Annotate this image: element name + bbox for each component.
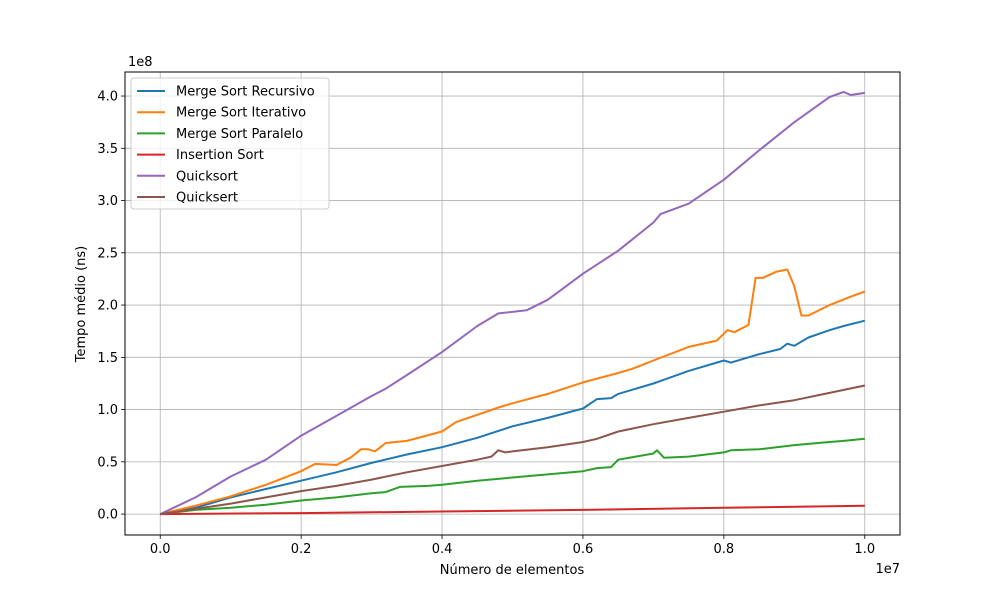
y-offset-label: 1e8 [128,55,153,70]
y-tick-label: 3.5 [97,142,118,157]
legend-label: Merge Sort Recursivo [176,85,315,100]
y-axis-label: Tempo médio (ns) [74,246,89,364]
ticks: 0.0 0.2 0.4 0.6 0.8 1.0 0.0 0.5 1.0 1.5 2.0 2.5 3.0 3… [97,90,875,557]
legend-box [130,77,330,210]
series-line-6 [160,384,866,516]
series-line-4 [160,504,865,516]
legend-label: Quicksort [176,169,238,184]
x-tick-label: 0.4 [432,542,453,557]
y-tick-label: 2.5 [97,246,118,261]
legend-label: Merge Sort Paralelo [176,127,303,142]
legend-label: Merge Sort Iterativo [176,106,306,121]
y-tick-label: 1.5 [97,351,118,366]
legend: Merge Sort Recursivo Merge Sort Iterativo… [130,77,330,210]
series-line-5 [159,90,865,516]
series-lines [159,90,866,516]
legend-label: Quicksert [176,191,238,206]
y-tick-label: 0.5 [97,455,118,470]
y-tick-label: 2.0 [97,299,118,314]
plot-frame [124,71,901,536]
x-tick-label: 1.0 [854,542,875,557]
x-tick-label: 0.0 [150,542,171,557]
y-tick-label: 4.0 [97,90,118,105]
x-tick-label: 0.6 [573,542,594,557]
series-line-2 [159,268,866,516]
x-offset-label: 1e7 [875,562,900,577]
grid [125,72,900,535]
x-tick-label: 0.8 [714,542,735,557]
x-tick-label: 0.2 [291,542,312,557]
y-tick-label: 0.0 [97,508,118,523]
legend-label: Insertion Sort [176,148,264,163]
y-tick-label: 1.0 [97,403,118,418]
x-axis-label: Número de elementos [440,563,585,578]
series-line-3 [160,437,865,516]
y-tick-label: 3.0 [97,194,118,209]
series-line-1 [160,319,866,516]
